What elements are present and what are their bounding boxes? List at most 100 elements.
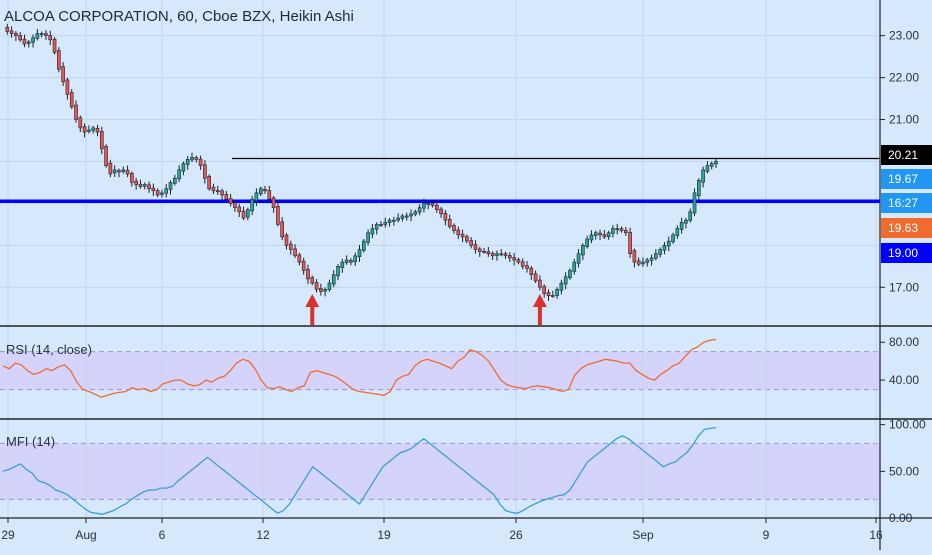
candle-body: [284, 234, 289, 246]
time-tick-label: 26: [509, 528, 523, 542]
price-tag-label: 19.00: [888, 246, 918, 260]
candle-body: [69, 92, 74, 108]
candle-body: [490, 253, 495, 257]
candle-body: [422, 203, 426, 209]
price-tick-label: 23.00: [889, 29, 919, 43]
candle-body: [714, 161, 718, 165]
candle-body: [65, 79, 70, 95]
mfi-band: [0, 443, 880, 500]
time-tick-label: 12: [256, 528, 270, 542]
candle-body: [117, 170, 121, 173]
candle-body: [22, 38, 27, 45]
time-tick-label: 9: [763, 528, 770, 542]
candle-body: [138, 183, 143, 187]
candle-body: [9, 30, 14, 34]
candle-body: [26, 41, 31, 44]
candle-body: [392, 219, 396, 222]
candle-body: [692, 192, 697, 214]
candle-body: [108, 162, 113, 175]
candle-body: [606, 232, 611, 237]
candle-body: [370, 228, 375, 235]
candle-body: [323, 289, 327, 292]
price-tag: [881, 145, 932, 165]
candle-body: [456, 229, 461, 236]
candle-body: [263, 189, 267, 192]
candle-body: [74, 104, 78, 120]
candle-body: [160, 192, 164, 195]
price-tick-label: 21.00: [889, 113, 919, 127]
mfi-tick-label: 100.00: [889, 418, 926, 432]
mfi-panel-label: MFI (14): [6, 434, 56, 449]
candle-body: [409, 213, 413, 217]
candle-body: [31, 37, 35, 43]
candle-body: [374, 224, 379, 230]
candle-body: [658, 249, 662, 255]
candle-body: [482, 250, 486, 253]
candle-body: [697, 180, 701, 197]
candle-body: [649, 257, 654, 261]
candle-body: [319, 288, 323, 292]
candle-body: [142, 184, 147, 187]
candle-body: [185, 159, 190, 165]
candle-body: [654, 253, 658, 259]
candle-body: [233, 202, 237, 208]
candle-body: [533, 273, 538, 282]
candle-body: [525, 265, 529, 269]
time-tick-label: 16: [869, 528, 883, 542]
candle-body: [211, 186, 216, 192]
candle-body: [585, 238, 589, 247]
candle-body: [198, 158, 203, 166]
candle-body: [353, 255, 358, 263]
candle-body: [709, 163, 714, 167]
candle-body: [130, 173, 134, 183]
price-tag-label: 19.63: [888, 221, 918, 235]
candle-body: [508, 255, 512, 259]
candle-body: [538, 279, 542, 288]
candle-body: [404, 215, 409, 218]
candle-body: [220, 190, 224, 196]
rsi-line: [2, 338, 717, 398]
candle-body: [628, 232, 632, 255]
candle-body: [18, 35, 22, 41]
candle-body: [443, 212, 448, 221]
candle-body: [701, 169, 705, 183]
candle-body: [155, 190, 160, 196]
up-arrow-icon: [305, 294, 320, 325]
candle-body: [589, 234, 594, 241]
candle-body: [572, 261, 577, 272]
candle-body: [134, 180, 138, 185]
rsi-band: [0, 351, 880, 390]
price-tag: [881, 193, 932, 213]
candle-body: [473, 244, 478, 250]
candle-body: [95, 127, 100, 133]
candle-body: [387, 219, 392, 223]
candle-body: [477, 248, 482, 252]
price-tag-label: 20.21: [888, 148, 918, 162]
candle-body: [276, 206, 280, 225]
candle-body: [14, 32, 18, 36]
mfi-tick-label: 50.00: [889, 464, 919, 478]
rsi-tick-label: 40.00: [889, 373, 919, 387]
candle-body: [87, 129, 91, 132]
candle-body: [379, 224, 383, 226]
candle-body: [619, 228, 624, 231]
price-tag-label: 16:27: [888, 196, 918, 210]
candle-body: [52, 38, 57, 53]
candle-body: [121, 169, 126, 172]
candle-body: [666, 240, 671, 247]
time-tick-label: 19: [377, 528, 391, 542]
candle-body: [207, 176, 211, 190]
candle-body: [555, 289, 559, 296]
candle-body: [61, 66, 65, 83]
rsi-tick-label: 80.00: [889, 335, 919, 349]
candle-body: [705, 165, 710, 172]
price-tick-label: 17.00: [889, 280, 919, 294]
candle-body: [112, 169, 117, 174]
candle-body: [314, 282, 319, 290]
candle-body: [636, 260, 641, 265]
candle-body: [228, 198, 233, 204]
price-tick-label: 22.00: [889, 71, 919, 85]
candle-body: [48, 35, 53, 41]
